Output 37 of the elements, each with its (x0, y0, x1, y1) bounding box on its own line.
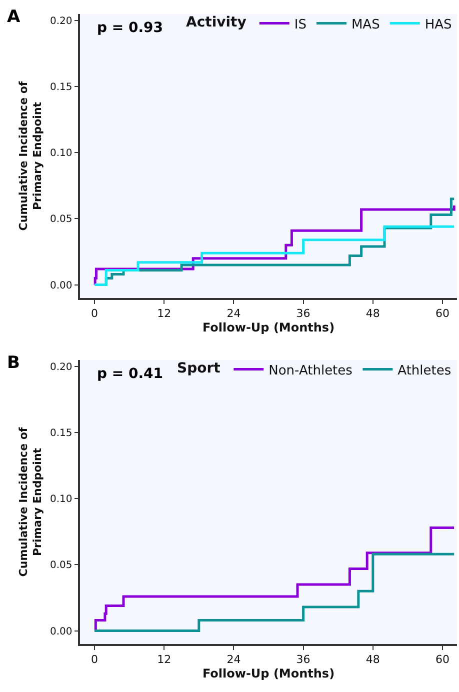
y-tick-label: 0.10 (50, 494, 72, 506)
y-tick-label: 0.15 (50, 82, 72, 94)
y-tick-label: 0.00 (50, 626, 72, 638)
x-tick-label: 36 (296, 306, 310, 320)
x-tick-label: 60 (436, 306, 450, 320)
legend-title: Sport (177, 360, 221, 377)
y-tick-label: 0.20 (50, 16, 72, 28)
legend-label: MAS (351, 17, 380, 32)
y-axis-title: Cumulative Incidence of Primary Endpoint (16, 427, 44, 577)
x-tick-label: 48 (366, 652, 380, 666)
annotation: p = 0.93 (97, 20, 164, 36)
legend-title: Activity (186, 14, 246, 31)
annotation: p = 0.41 (97, 366, 164, 382)
x-tick-label: 60 (436, 652, 450, 666)
legend-label: IS (294, 17, 306, 32)
x-tick-label: 24 (226, 306, 241, 320)
x-axis-title: Follow-Up (Months) (202, 320, 335, 334)
x-tick-label: 36 (296, 652, 310, 666)
legend-label: Non-Athletes (268, 363, 353, 378)
x-axis-title: Follow-Up (Months) (202, 666, 335, 680)
x-tick-label: 12 (157, 652, 172, 666)
y-tick-label: 0.15 (50, 428, 72, 440)
y-tick-label: 0.10 (50, 148, 72, 160)
x-tick-label: 24 (226, 652, 241, 666)
y-tick-label: 0.05 (50, 214, 72, 226)
chart-title: B (7, 353, 20, 373)
x-tick-label: 0 (91, 652, 98, 666)
x-tick-label: 48 (366, 306, 380, 320)
legend-label: Athletes (398, 363, 452, 378)
y-tick-label: 0.00 (50, 280, 72, 292)
legend-label: HAS (424, 17, 452, 32)
x-tick-label: 12 (157, 306, 172, 320)
x-tick-label: 0 (91, 306, 98, 320)
y-axis-title: Cumulative Incidence of Primary Endpoint (16, 81, 44, 231)
chart-title: A (7, 7, 21, 27)
y-tick-label: 0.20 (50, 362, 72, 374)
y-tick-label: 0.05 (50, 560, 72, 572)
